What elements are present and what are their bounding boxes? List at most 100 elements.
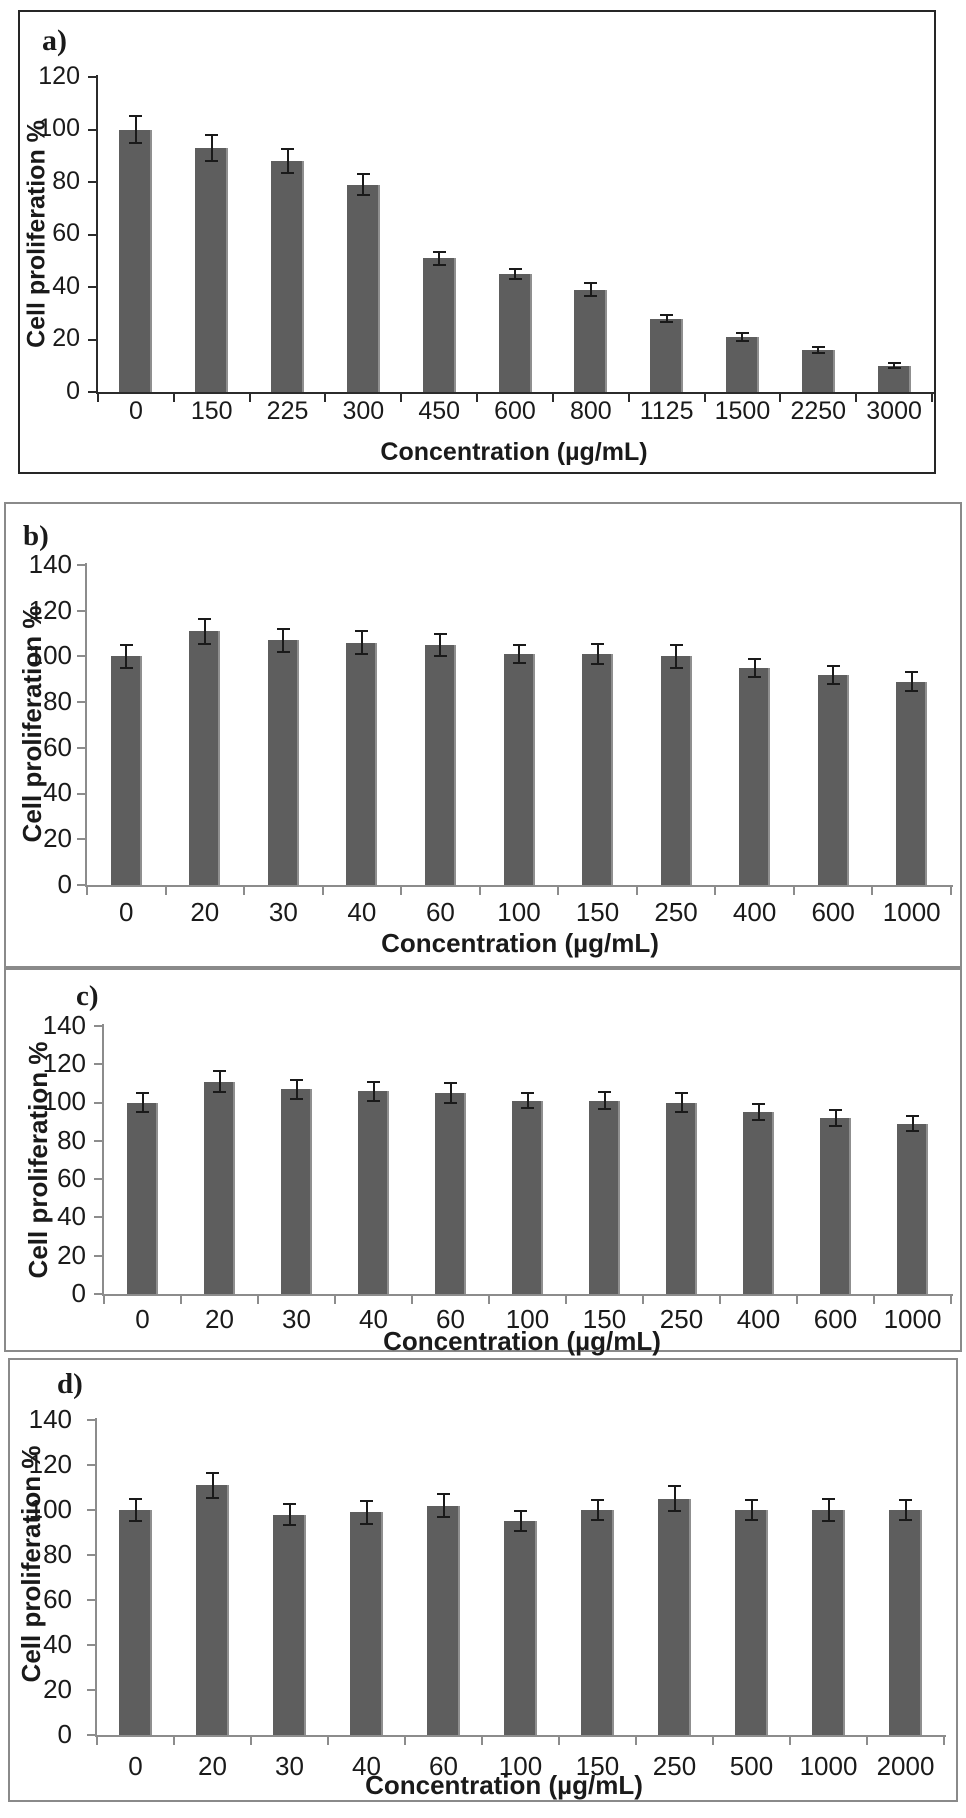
y-tick <box>94 1024 102 1027</box>
y-tick-label: 120 <box>42 1048 86 1079</box>
bar <box>346 184 380 392</box>
y-tick <box>88 391 96 393</box>
y-tick <box>87 1464 95 1466</box>
x-tick-label: 150 <box>190 397 233 425</box>
error-bar-line <box>741 332 744 341</box>
error-bar-cap-bottom <box>283 1523 296 1526</box>
x-tick-label: 40 <box>352 1751 381 1781</box>
error-bar-cap-top <box>668 1485 681 1488</box>
error-bar-cap-bottom <box>136 1111 149 1114</box>
error-bar-cap-top <box>206 1471 219 1474</box>
panel-c-letter: c) <box>76 980 99 1012</box>
x-tick <box>551 394 554 402</box>
error-bar-cap-top <box>521 1091 534 1094</box>
bar <box>273 1514 306 1735</box>
x-tick-label: 600 <box>813 1304 858 1334</box>
y-tick <box>94 1216 102 1219</box>
x-tick <box>950 1296 952 1304</box>
panel-a-letter: a) <box>42 24 67 57</box>
error-bar-line <box>449 1083 452 1103</box>
error-bar-cap-top <box>355 630 369 633</box>
x-tick <box>950 887 952 895</box>
x-tick <box>103 1296 105 1304</box>
bar <box>877 365 911 392</box>
bar <box>801 350 835 392</box>
x-tick-label: 20 <box>205 1304 234 1334</box>
x-tick-label: 250 <box>654 897 698 927</box>
y-tick-label: 40 <box>43 777 72 808</box>
error-bar-line <box>203 618 206 644</box>
error-bar-cap-top <box>591 642 605 645</box>
x-tick <box>635 887 638 895</box>
x-tick-label: 150 <box>575 1751 620 1781</box>
error-bar-cap-top <box>119 644 133 646</box>
bar <box>739 667 771 885</box>
x-tick-label: 800 <box>569 397 612 425</box>
error-bar-cap-bottom <box>512 662 526 665</box>
error-bar-cap-bottom <box>905 689 919 692</box>
error-bar-line <box>904 1499 907 1521</box>
x-axis-line <box>85 885 953 887</box>
bar <box>503 654 535 885</box>
x-tick-label: 2250 <box>790 397 847 425</box>
panel-a-x-axis-title: Concentration (µg/mL) <box>380 438 648 466</box>
x-tick <box>871 887 874 895</box>
error-bar-cap-top <box>213 1069 226 1072</box>
y-tick <box>87 1509 95 1511</box>
y-tick-label: 80 <box>43 1538 72 1569</box>
error-bar-cap-bottom <box>432 263 446 266</box>
x-tick <box>404 1737 406 1745</box>
error-bar-cap-top <box>669 644 683 646</box>
error-bar-cap-top <box>281 148 295 151</box>
error-bar-cap-top <box>822 1497 835 1500</box>
error-bar-cap-top <box>290 1078 303 1081</box>
error-bar-cap-bottom <box>276 650 290 653</box>
error-bar-line <box>442 1494 445 1517</box>
y-tick-label: 80 <box>57 1124 86 1155</box>
x-tick-label: 40 <box>359 1304 388 1334</box>
x-tick-label: 100 <box>498 1751 543 1781</box>
y-tick-label: 120 <box>28 1448 72 1479</box>
y-tick <box>77 564 85 566</box>
y-tick-label: 60 <box>43 1583 72 1614</box>
error-bar-line <box>372 1081 375 1101</box>
error-bar-cap-bottom <box>584 295 598 298</box>
error-bar-cap-top <box>899 1498 912 1501</box>
error-bar-cap-bottom <box>433 655 447 658</box>
error-bar-cap-top <box>433 632 447 635</box>
error-bar-line <box>519 1511 522 1532</box>
y-axis-line <box>85 563 87 885</box>
x-tick <box>86 887 88 895</box>
y-axis-line <box>95 1418 97 1735</box>
error-bar-cap-top <box>508 267 522 270</box>
y-tick-label: 100 <box>38 114 80 142</box>
error-bar-cap-top <box>360 1500 373 1502</box>
y-tick <box>88 233 96 236</box>
error-bar-cap-top <box>584 282 598 285</box>
error-bar-cap-top <box>735 331 749 334</box>
x-tick-label: 100 <box>505 1304 550 1334</box>
x-tick <box>712 1737 714 1745</box>
y-tick-label: 140 <box>28 548 72 579</box>
y-tick <box>87 1644 95 1646</box>
x-tick-label: 450 <box>418 397 461 425</box>
x-tick <box>96 1737 98 1745</box>
bar <box>589 1100 620 1294</box>
panel-b: b) Cell proliferation % Concentration (µ… <box>4 502 962 968</box>
x-tick <box>97 394 99 402</box>
x-tick <box>779 394 782 402</box>
error-bar-cap-bottom <box>129 1520 142 1523</box>
bar <box>650 318 684 392</box>
y-tick-label: 60 <box>52 219 80 247</box>
bar <box>346 642 378 885</box>
x-tick-label: 2000 <box>876 1751 935 1781</box>
error-bar-line <box>360 631 363 655</box>
y-tick <box>94 1254 102 1257</box>
x-tick-label: 0 <box>135 1304 150 1334</box>
bar <box>110 656 142 885</box>
y-tick <box>87 1599 95 1601</box>
y-tick-label: 80 <box>43 686 72 717</box>
error-bar-cap-top <box>887 362 901 365</box>
x-tick-label: 30 <box>268 897 298 927</box>
